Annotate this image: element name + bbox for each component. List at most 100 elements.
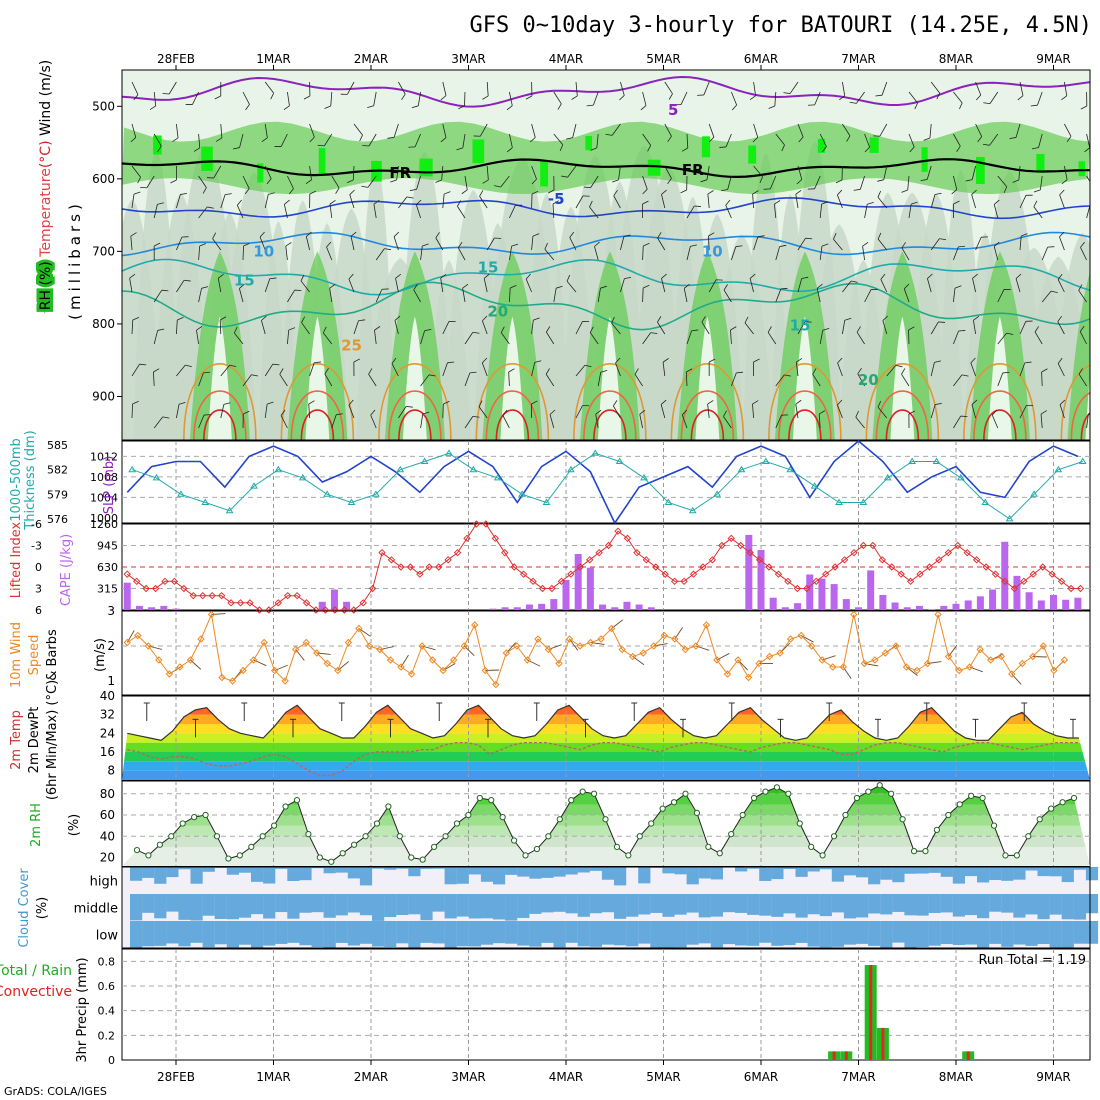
rh-saturated-patch xyxy=(701,136,711,158)
wind-barb-shaft xyxy=(997,175,1008,188)
wind-barb-flag xyxy=(856,326,861,333)
wind-barb-shaft xyxy=(1059,404,1065,419)
wind-barb-shaft xyxy=(198,175,207,188)
wind-barb-flag xyxy=(914,102,919,110)
wind10m-point xyxy=(281,677,289,685)
wind-barb-shaft xyxy=(567,165,577,178)
wind-barb-shaft xyxy=(486,237,495,251)
rh-point xyxy=(145,852,152,859)
wind-barb-shaft xyxy=(1079,331,1087,345)
top-date-axis: 28FEB 1MAR 2MAR 3MAR 4MAR 5MAR 6MAR 7MAR 8MAR 9MA… xyxy=(157,52,1071,66)
cloud-cover-bar xyxy=(529,921,542,947)
cape-bar xyxy=(123,582,131,610)
pressure-tick-label: 500 xyxy=(92,99,115,113)
wind-barb-shaft xyxy=(972,278,976,293)
wind-barb xyxy=(991,409,999,429)
rh-saturated-patch xyxy=(869,137,879,153)
wind-barb xyxy=(855,410,865,429)
cloud-cover-bar xyxy=(335,921,348,943)
wind-barb-shaft xyxy=(590,175,599,188)
cape-bar xyxy=(806,574,814,610)
wind-barb-flag xyxy=(784,374,791,377)
rh-point xyxy=(545,833,552,840)
panel-label-part: 2m RH xyxy=(29,803,44,847)
wind-barb xyxy=(264,192,275,209)
cloud-cover-bar xyxy=(710,921,723,948)
cloud-cover-bar xyxy=(214,921,227,945)
wind-barb-shaft xyxy=(973,320,976,335)
cloud-cover-bar xyxy=(916,894,929,916)
cloud-cover-bar xyxy=(154,894,167,919)
slp-frame xyxy=(121,440,1091,524)
cloud-cover-bar xyxy=(662,921,675,948)
cloud-cover-bar xyxy=(493,867,506,885)
wind-barb-flag xyxy=(643,242,650,247)
upper-frame xyxy=(121,69,1091,441)
wind-barb xyxy=(481,357,488,377)
wind10m-point xyxy=(197,635,205,643)
contour-label: 20 xyxy=(858,371,879,389)
bottom-date-label: 28FEB xyxy=(157,1070,195,1084)
wind-barb-shaft xyxy=(620,278,625,293)
wind-barb xyxy=(259,231,266,251)
wind-barb-flag xyxy=(877,232,882,240)
wind-barb-flag xyxy=(251,374,259,377)
wind-barb-flag xyxy=(303,95,311,100)
wind-barb xyxy=(220,364,237,377)
wind-barb xyxy=(797,321,812,335)
cloud-cover-bar xyxy=(287,921,300,943)
contour-label: 5 xyxy=(668,101,678,119)
li-point xyxy=(189,591,198,600)
wind-barb xyxy=(317,133,333,147)
wind-barb-shaft xyxy=(393,123,399,138)
li-point xyxy=(170,577,179,586)
cape-bar xyxy=(538,603,546,610)
cloud-cover-bar xyxy=(468,921,481,947)
rh-point xyxy=(750,794,758,802)
panel-label-text: & Barbs xyxy=(45,629,60,681)
cape-bar xyxy=(745,534,753,610)
wind-barb xyxy=(361,175,377,188)
wind-barb-flag xyxy=(370,409,376,416)
wind-barb-flag xyxy=(530,137,536,143)
wind-barb xyxy=(309,190,317,209)
wind-barb xyxy=(552,200,560,219)
wind-barb xyxy=(982,133,999,146)
rh-point xyxy=(968,792,975,799)
li-point xyxy=(302,599,311,607)
wind-barb-flag xyxy=(857,368,862,375)
cloud-cover-bar xyxy=(638,921,651,944)
wind10m-point xyxy=(702,621,711,629)
thickness-point xyxy=(323,490,332,497)
wind-barb xyxy=(368,368,377,387)
li-tick-label: 6 xyxy=(35,604,42,617)
wind-barb xyxy=(730,326,737,345)
cloud-cover-bar xyxy=(226,894,239,920)
wind-barb xyxy=(435,165,444,183)
cloud-cover-bar xyxy=(940,867,953,877)
wind-barb xyxy=(1019,405,1034,419)
wind-barb-flag xyxy=(566,137,573,140)
cloud-cover-bar xyxy=(1025,894,1038,915)
temp-band xyxy=(122,742,1090,752)
wind-barb xyxy=(965,165,976,182)
wind-barb-shaft xyxy=(239,133,244,148)
wind-barb xyxy=(1041,368,1048,387)
pressure-tick-label: 700 xyxy=(92,244,115,258)
wind-barb-shaft xyxy=(480,123,488,137)
wind-barb xyxy=(349,189,355,209)
wind10m-point xyxy=(228,677,237,685)
li-point xyxy=(1067,584,1075,593)
wind-barb xyxy=(930,360,942,377)
cloud-cover-bar xyxy=(626,894,639,917)
wind-barb-shaft xyxy=(131,403,133,419)
wind-barb-shaft xyxy=(597,372,602,387)
wind-barb-shaft xyxy=(575,195,584,209)
cape-bar xyxy=(891,602,899,610)
thickness-point xyxy=(737,465,746,473)
wind-barb-flag xyxy=(239,283,245,289)
wind-barb-shaft xyxy=(971,404,976,419)
wind-barb xyxy=(1080,241,1087,261)
wind-barb-shaft xyxy=(707,404,710,419)
wind-barb xyxy=(350,231,357,251)
